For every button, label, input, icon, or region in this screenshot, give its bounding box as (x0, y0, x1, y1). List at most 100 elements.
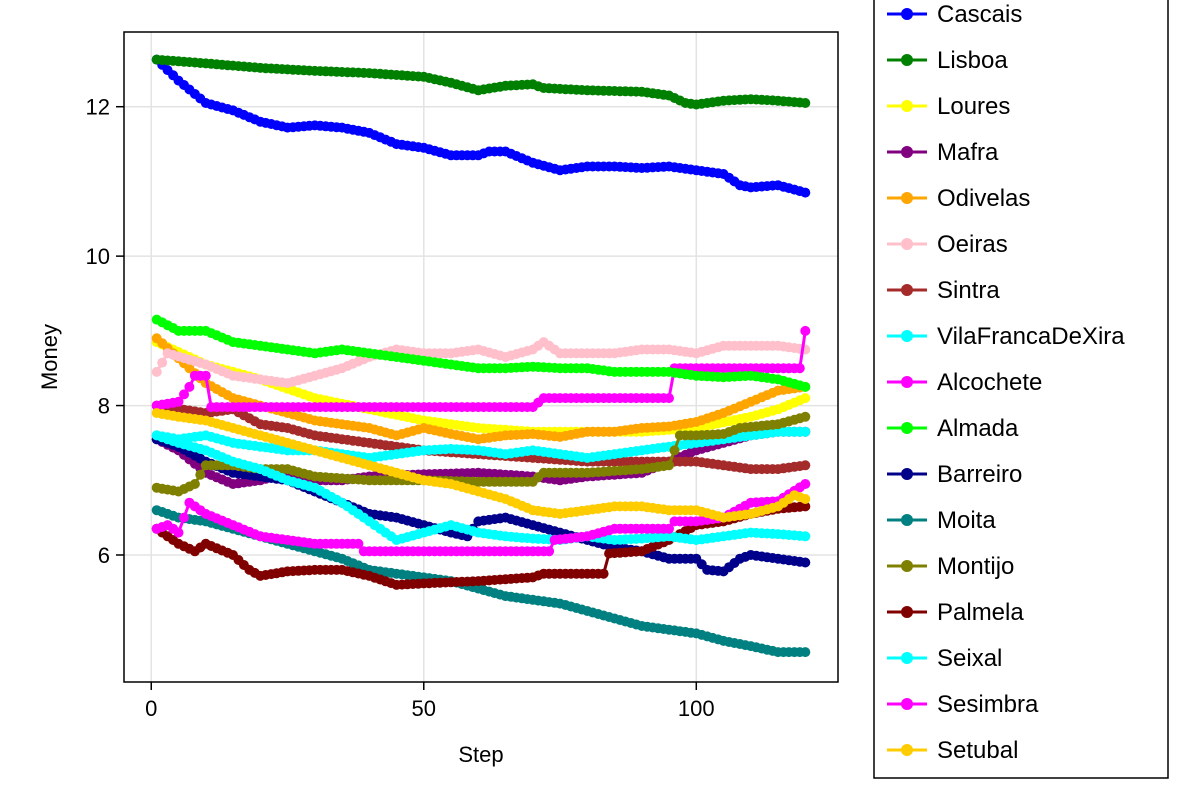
series-cascais (151, 54, 811, 198)
legend-marker-swatch (901, 744, 913, 756)
legend-marker-swatch (901, 8, 913, 20)
y-axis-title: Money (37, 324, 62, 390)
legend-label: Lisboa (937, 47, 1008, 74)
legend-label: Seixal (937, 645, 1002, 672)
legend-label: Sintra (937, 277, 1000, 304)
data-point (669, 445, 680, 456)
legend-marker-swatch (901, 146, 913, 158)
legend-marker-swatch (901, 468, 913, 480)
legend-item-loures: Loures (887, 93, 1010, 120)
x-tick-label: 0 (145, 696, 157, 721)
legend-label: Loures (937, 93, 1010, 120)
y-tick-label: 8 (98, 394, 110, 419)
data-point (664, 393, 674, 404)
y-tick-label: 12 (86, 95, 110, 120)
data-point (800, 460, 811, 471)
series-almada (151, 314, 811, 392)
data-point (184, 381, 195, 392)
legend-marker-swatch (901, 284, 913, 296)
legend-item-odivelas: Odivelas (887, 185, 1030, 212)
data-point (800, 531, 811, 542)
data-point (598, 568, 609, 579)
legend-marker-swatch (901, 422, 913, 434)
legend-label: Palmela (937, 599, 1024, 626)
series-sesimbra (151, 479, 811, 557)
legend-label: Cascais (937, 1, 1022, 28)
data-point (800, 426, 811, 437)
legend-marker-swatch (901, 376, 913, 388)
data-point (800, 501, 811, 512)
data-point (794, 363, 805, 374)
legend-marker-swatch (901, 192, 913, 204)
legend-item-almada: Almada (887, 415, 1019, 442)
data-point (800, 393, 811, 404)
series-odivelas (151, 333, 811, 445)
series-seixal (151, 430, 811, 545)
legend-item-montijo: Montijo (887, 553, 1014, 580)
legend-marker-swatch (901, 606, 913, 618)
legend-item-vilafrancadexira: VilaFrancaDeXira (887, 323, 1125, 350)
data-point (800, 557, 811, 568)
series-lisboa (151, 54, 811, 110)
x-tick-label: 50 (412, 696, 436, 721)
series-alcochete (151, 325, 811, 413)
data-point (664, 460, 674, 471)
series-montijo (151, 411, 811, 497)
data-point (195, 469, 206, 480)
legend: Cascais Lisboa Loures Mafra Odivelas Oeiras Si… (873, 0, 1169, 779)
data-point (664, 523, 674, 534)
data-point (173, 396, 184, 407)
axis-ticks: 0 50 100 6 8 10 12 (86, 95, 715, 721)
legend-item-sesimbra: Sesimbra (887, 691, 1039, 718)
data-point (800, 187, 811, 198)
data-point (800, 98, 811, 108)
legend-label: Barreiro (937, 461, 1022, 488)
data-point (179, 512, 189, 523)
series-oeiras (151, 337, 811, 389)
series-vilafrancadexira (151, 426, 811, 463)
data-point (189, 479, 200, 489)
legend-item-palmela: Palmela (887, 599, 1024, 626)
legend-label: Setubal (937, 737, 1018, 764)
legend-marker-swatch (901, 330, 913, 342)
legend-frame (873, 0, 1169, 779)
legend-item-cascais: Cascais (887, 1, 1022, 28)
legend-label: Odivelas (937, 185, 1030, 212)
legend-item-moita: Moita (887, 507, 996, 534)
y-tick-label: 6 (98, 543, 110, 568)
x-tick-label: 100 (678, 696, 715, 721)
legend-label: VilaFrancaDeXira (937, 323, 1125, 350)
legend-label: Mafra (937, 139, 999, 166)
legend-label: Montijo (937, 553, 1014, 580)
legend-marker-swatch (901, 514, 913, 526)
plot-frame (123, 31, 839, 683)
legend-item-barreiro: Barreiro (887, 461, 1022, 488)
legend-item-lisboa: Lisboa (887, 47, 1008, 74)
legend-label: Almada (937, 415, 1019, 442)
legend-marker-swatch (901, 560, 913, 572)
data-point (800, 647, 811, 658)
legend-marker-swatch (901, 100, 913, 112)
data-point (200, 370, 211, 381)
legend-marker-swatch (901, 54, 913, 66)
data-point (157, 357, 168, 368)
data-point (800, 325, 811, 336)
legend-label: Oeiras (937, 231, 1008, 258)
data-point (151, 366, 162, 377)
legend-item-oeiras: Oeiras (887, 231, 1008, 258)
legend-item-alcochete: Alcochete (887, 369, 1042, 396)
data-point (800, 479, 811, 489)
data-point (800, 381, 811, 392)
x-axis-title: Step (458, 742, 503, 767)
legend-label: Alcochete (937, 369, 1042, 396)
legend-marker-swatch (901, 698, 913, 710)
legend-marker-swatch (901, 652, 913, 664)
series-layer (151, 54, 811, 658)
legend-item-sintra: Sintra (887, 277, 1000, 304)
legend-item-setubal: Setubal (887, 737, 1018, 764)
legend-item-mafra: Mafra (887, 139, 999, 166)
y-tick-label: 10 (86, 244, 110, 269)
legend-label: Moita (937, 507, 996, 534)
legend-label: Sesimbra (937, 691, 1039, 718)
